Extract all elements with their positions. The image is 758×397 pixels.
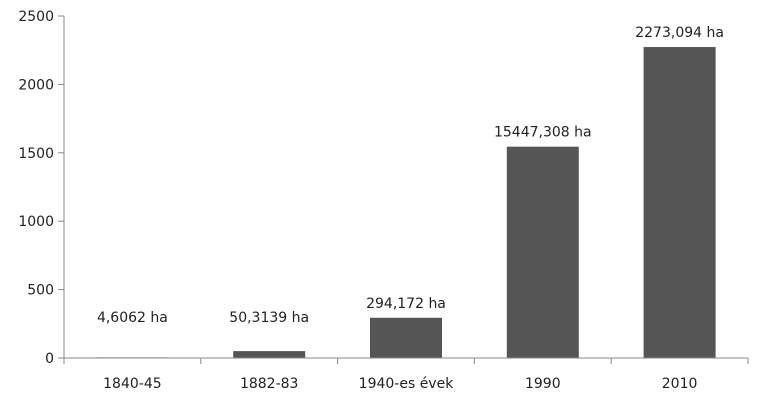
bar: [233, 351, 306, 358]
y-axis-ticks: 0 500 1000 1500 2000 2500: [18, 9, 64, 367]
bar: [370, 317, 442, 358]
data-label: 15447,308 ha: [494, 125, 592, 141]
y-tick-label: 0: [45, 351, 54, 367]
x-tick-label: 1990: [525, 376, 561, 392]
y-tick-label: 2000: [18, 77, 54, 93]
x-tick-label: 1882-83: [240, 376, 299, 392]
y-tick-label: 2500: [18, 9, 54, 25]
data-label: 2273,094 ha: [635, 25, 724, 41]
data-labels: 4,6062 ha 50,3139 ha 294,172 ha 15447,308 h…: [97, 25, 724, 326]
x-tick-label: 2010: [662, 376, 698, 392]
bars: [96, 47, 716, 358]
y-tick-label: 1500: [18, 146, 54, 162]
x-tick-label: 1840-45: [103, 376, 162, 392]
data-label: 4,6062 ha: [97, 310, 168, 326]
x-tick-label: 1940-es évek: [359, 376, 455, 392]
bar: [643, 47, 716, 358]
data-label: 294,172 ha: [366, 296, 446, 312]
y-tick-label: 500: [27, 283, 54, 299]
x-axis-labels: 1840-45 1882-83 1940-es évek 1990 2010: [103, 376, 697, 392]
axes: [63, 16, 749, 364]
data-label: 50,3139 ha: [229, 310, 309, 326]
y-tick-label: 1000: [18, 214, 54, 230]
bar: [506, 146, 579, 358]
